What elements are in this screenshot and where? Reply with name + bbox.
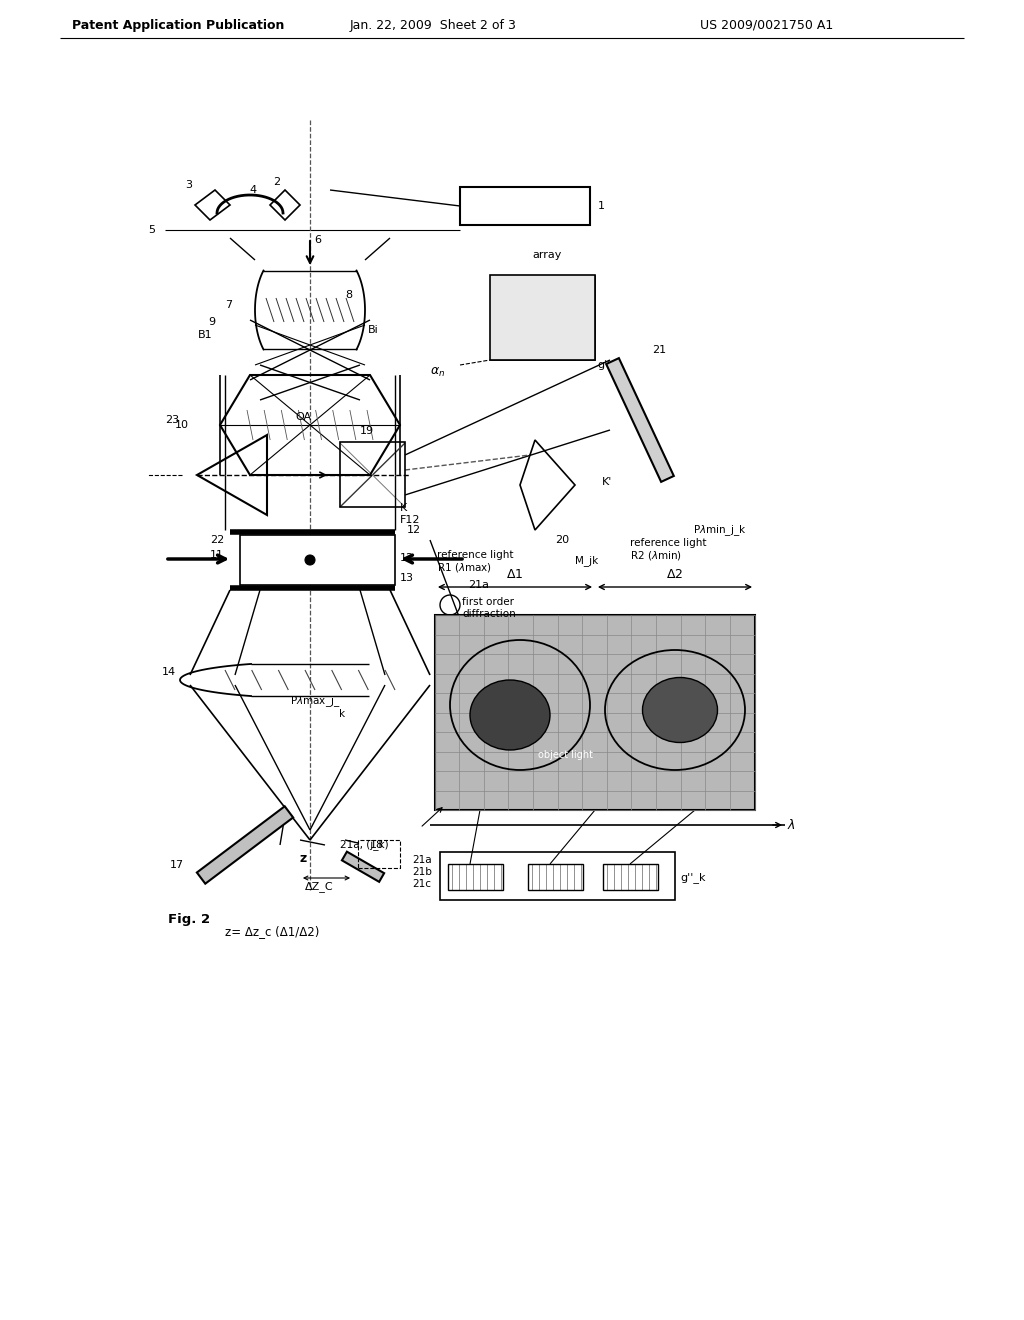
Text: 21a, (j_k): 21a, (j_k): [340, 840, 389, 850]
Bar: [528, 865, 583, 890]
Text: 22: 22: [210, 535, 224, 545]
Text: 6: 6: [314, 235, 321, 246]
Text: 5: 5: [148, 224, 155, 235]
Text: 14: 14: [162, 667, 176, 677]
Text: Fig. 2: Fig. 2: [168, 913, 210, 927]
Text: z= Δz_c (Δ1/Δ2): z= Δz_c (Δ1/Δ2): [225, 925, 319, 939]
Text: k: k: [339, 709, 345, 719]
Polygon shape: [342, 851, 384, 882]
Text: P$\lambda$max_j_: P$\lambda$max_j_: [290, 694, 340, 709]
Text: 10: 10: [175, 420, 189, 430]
Text: reference light: reference light: [630, 539, 707, 548]
Bar: [490, 275, 595, 360]
Text: K: K: [400, 503, 408, 513]
Text: 12: 12: [407, 525, 421, 535]
Text: 7: 7: [225, 300, 232, 310]
Text: g'': g'': [597, 360, 610, 370]
Text: Jan. 22, 2009  Sheet 2 of 3: Jan. 22, 2009 Sheet 2 of 3: [350, 18, 517, 32]
Text: $\Delta$2: $\Delta$2: [667, 569, 684, 582]
Text: 2: 2: [273, 177, 281, 187]
Text: 12: 12: [400, 553, 414, 564]
Text: Bi: Bi: [368, 325, 379, 335]
Text: 9: 9: [208, 317, 215, 327]
Text: 21: 21: [652, 345, 667, 355]
Polygon shape: [197, 807, 293, 883]
Text: diffraction: diffraction: [462, 609, 516, 619]
Text: first order: first order: [462, 597, 514, 607]
Text: $\alpha_n$: $\alpha_n$: [430, 366, 445, 379]
Text: 19: 19: [360, 426, 374, 436]
Circle shape: [305, 554, 315, 565]
Text: B1: B1: [198, 330, 213, 341]
Text: array: array: [532, 249, 562, 260]
Polygon shape: [606, 358, 674, 482]
Text: 21a: 21a: [412, 855, 432, 865]
Text: 1: 1: [598, 201, 605, 211]
Text: 21a: 21a: [468, 579, 489, 590]
Text: g''_k: g''_k: [680, 873, 706, 883]
Bar: [440, 851, 675, 900]
Bar: [460, 187, 590, 224]
Bar: [358, 840, 400, 869]
Bar: [603, 865, 658, 890]
Text: $\Delta$1: $\Delta$1: [506, 569, 523, 582]
Text: 8: 8: [345, 290, 352, 300]
Text: R1 ($\lambda$max): R1 ($\lambda$max): [437, 561, 492, 573]
Text: 21b: 21b: [412, 867, 432, 876]
Text: object light: object light: [538, 750, 593, 760]
Bar: [340, 442, 406, 507]
Bar: [449, 865, 503, 890]
Text: 17: 17: [170, 861, 184, 870]
Text: M_jk: M_jk: [575, 556, 598, 566]
Bar: [435, 615, 755, 810]
Text: Patent Application Publication: Patent Application Publication: [72, 18, 285, 32]
Text: P$\lambda$min_j_k: P$\lambda$min_j_k: [693, 524, 746, 539]
Bar: [240, 535, 395, 585]
Text: 13: 13: [400, 573, 414, 583]
Text: 21c: 21c: [412, 879, 431, 888]
Text: $\lambda$: $\lambda$: [787, 818, 796, 832]
Text: z: z: [300, 851, 307, 865]
Text: 23: 23: [165, 414, 179, 425]
Text: ΔZ_C: ΔZ_C: [305, 882, 334, 892]
Text: K': K': [602, 477, 612, 487]
Text: R2 ($\lambda$min): R2 ($\lambda$min): [630, 549, 682, 561]
Text: F12: F12: [400, 515, 421, 525]
Text: 20: 20: [555, 535, 569, 545]
Text: reference light: reference light: [437, 550, 513, 560]
Text: 18: 18: [370, 840, 384, 850]
Text: 11: 11: [210, 550, 224, 560]
Text: 3: 3: [185, 180, 193, 190]
Text: US 2009/0021750 A1: US 2009/0021750 A1: [700, 18, 834, 32]
Text: 4: 4: [249, 185, 256, 195]
Text: OA: OA: [295, 412, 311, 422]
Ellipse shape: [642, 677, 718, 742]
Ellipse shape: [470, 680, 550, 750]
